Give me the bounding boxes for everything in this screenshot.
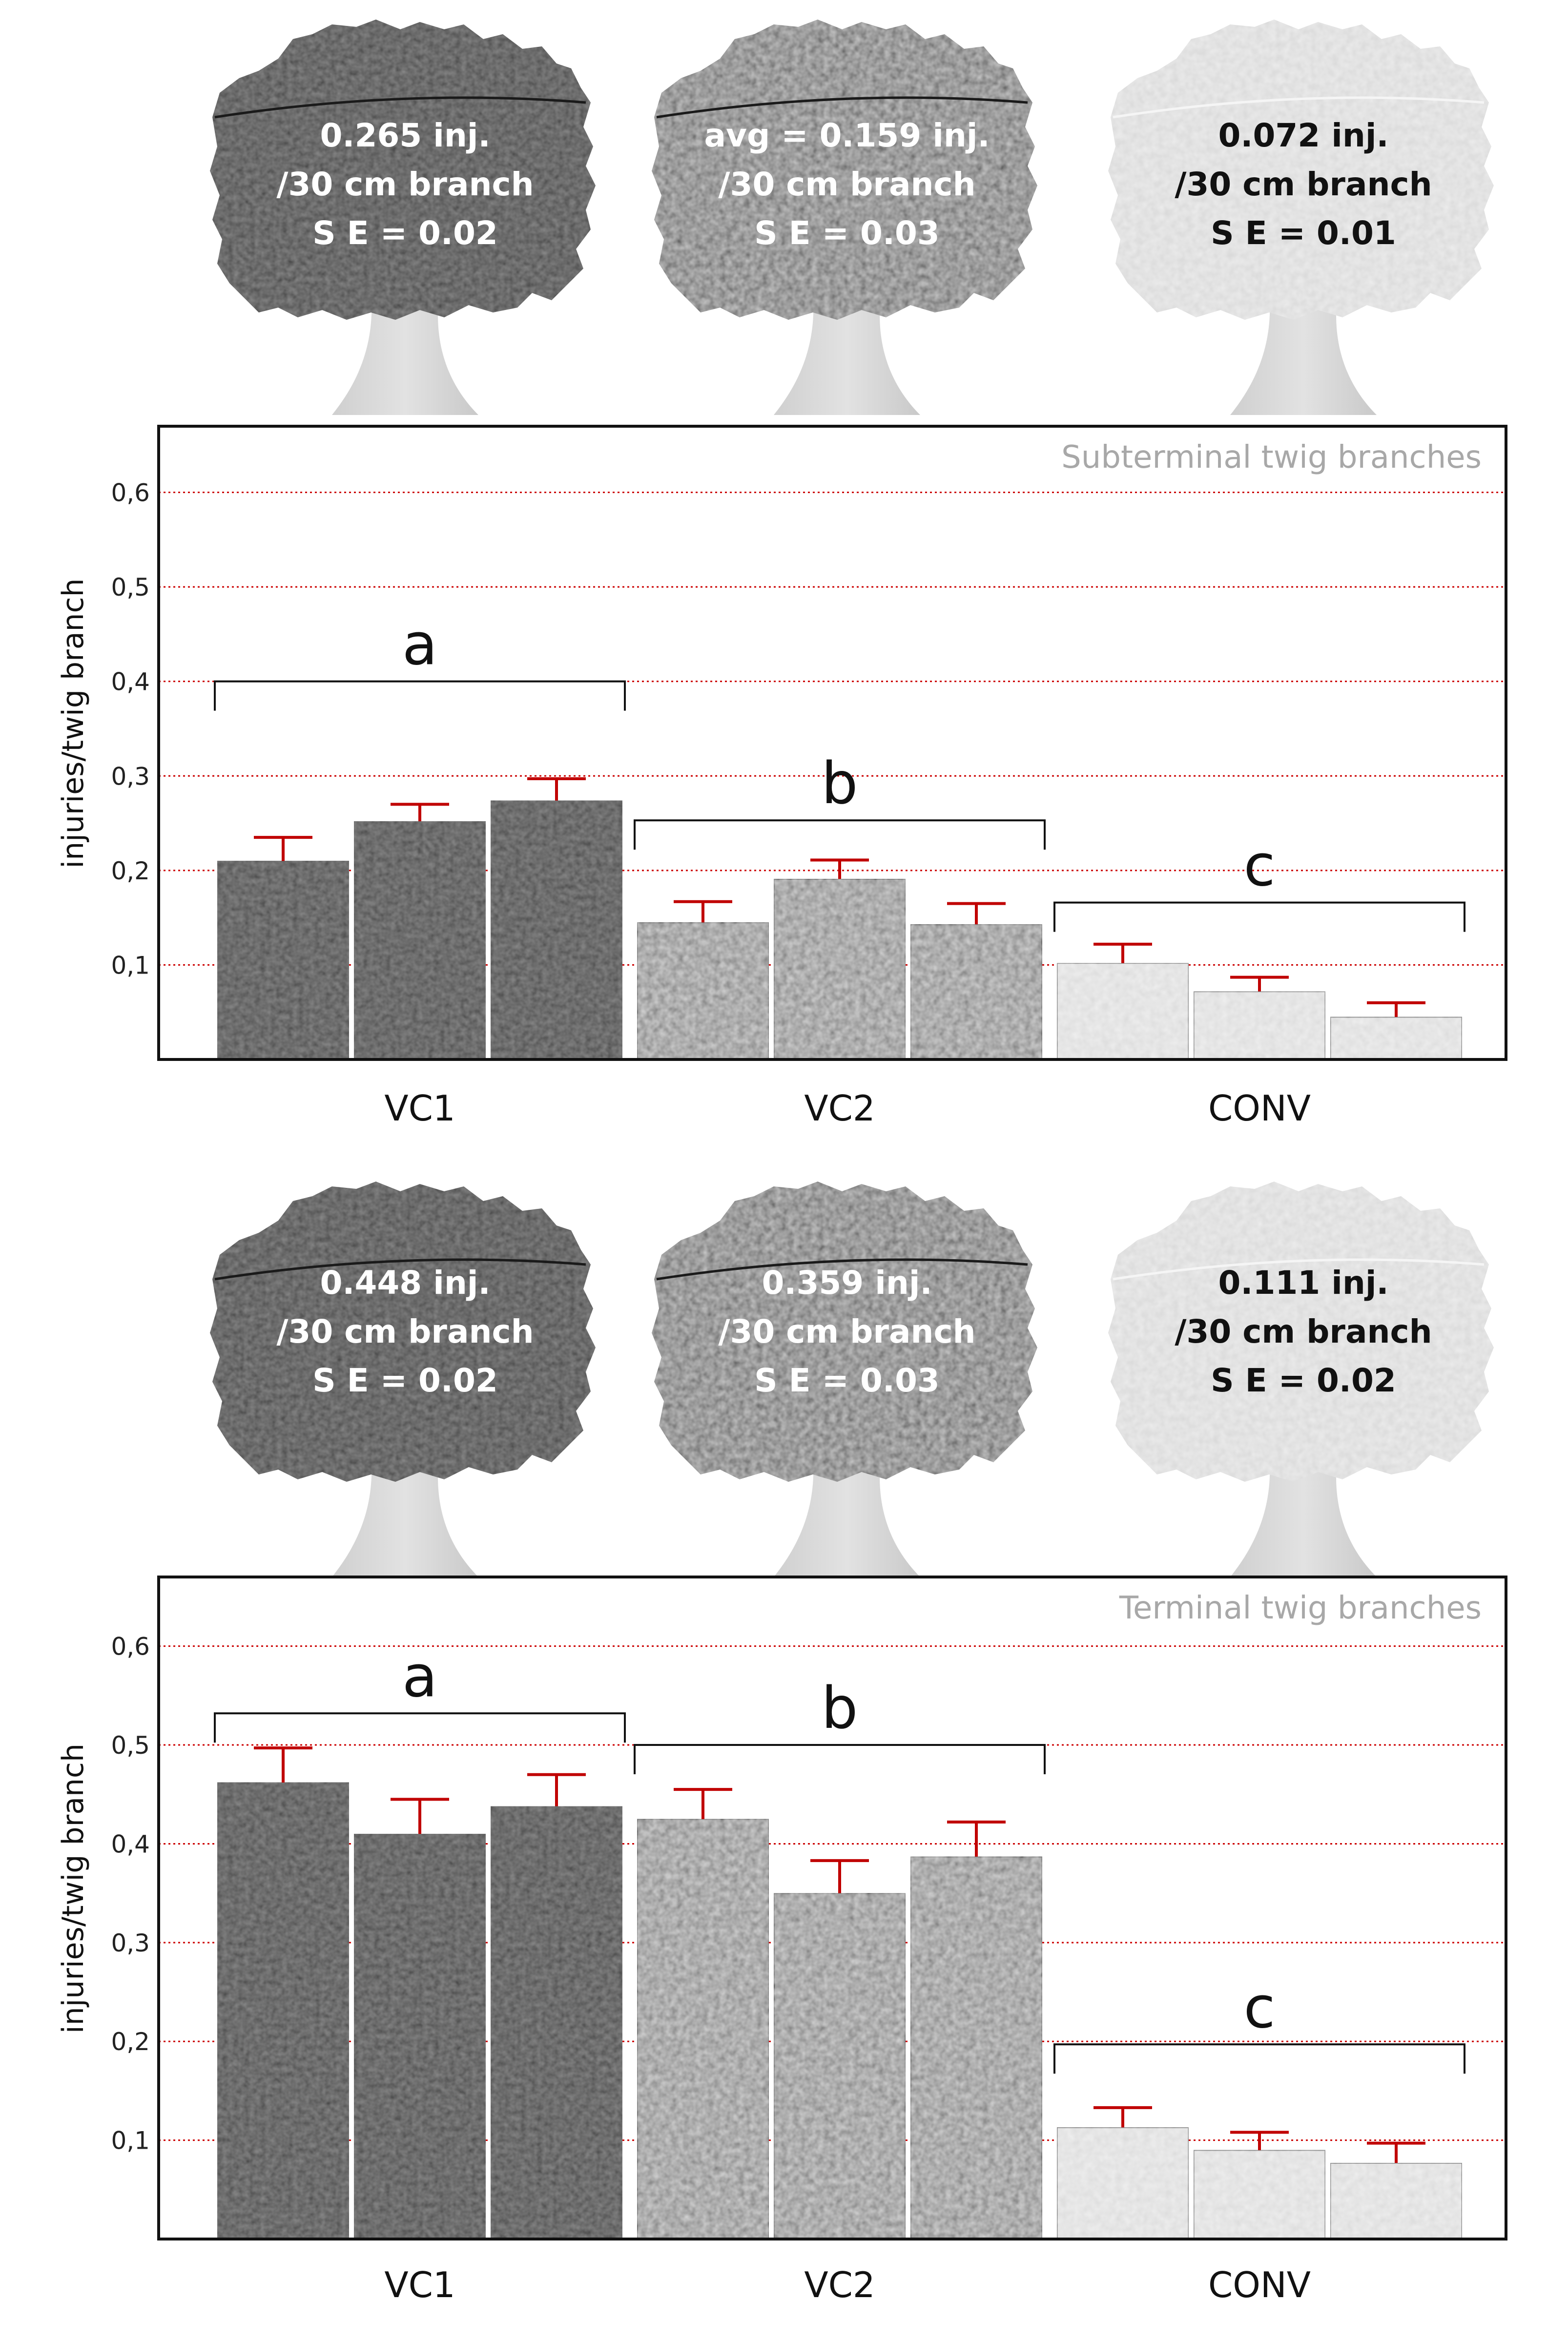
y-tick-label: 0,3	[111, 762, 150, 790]
y-tick-label: 0,2	[111, 2028, 150, 2056]
tree-annotation-line: /30 cm branch	[276, 166, 534, 203]
tree-annotation-line: /30 cm branch	[1175, 1313, 1432, 1350]
bar-conv-2	[1193, 2149, 1326, 2240]
bar-conv-2	[1193, 991, 1326, 1060]
bar-vc2-3	[909, 1856, 1043, 2240]
significance-letter: b	[822, 1674, 858, 1742]
plot-frame	[157, 425, 1507, 1061]
tree-crown	[210, 1182, 596, 1482]
tree-annotation-line: 0.359 inj.	[762, 1264, 932, 1302]
tree-2-3: 0.111 inj. /30 cm branch S E = 0.02	[1108, 1182, 1494, 1577]
tree-trunk	[332, 293, 478, 415]
tree-annotation-line: /30 cm branch	[718, 1313, 975, 1350]
y-tick-label: 0,6	[111, 479, 150, 507]
category-label-conv: CONV	[1208, 1088, 1311, 1129]
tree-crown	[652, 20, 1037, 320]
y-tick-label: 0,5	[111, 1731, 150, 1760]
tree-trunk	[774, 1455, 920, 1577]
y-tick-label: 0,4	[111, 668, 150, 696]
significance-letter: c	[1244, 832, 1276, 899]
crown-branch-line	[1113, 96, 1485, 119]
bar-vc1-2	[353, 820, 487, 1060]
tree-annotation-line: S E = 0.02	[1211, 1362, 1396, 1399]
tree-annotation-line: /30 cm branch	[1175, 166, 1432, 203]
bar-vc2-3	[909, 923, 1043, 1060]
bar-vc1-2	[353, 1833, 487, 2240]
tree-annotation-line: S E = 0.01	[1211, 214, 1396, 252]
significance-bracket	[214, 680, 626, 711]
bar-vc1-1	[216, 1782, 350, 2240]
significance-bracket	[214, 1712, 626, 1743]
bar-conv-1	[1056, 2126, 1190, 2240]
tree-crown	[210, 20, 596, 320]
bar-vc1-3	[490, 1805, 623, 2240]
significance-bracket	[634, 1744, 1046, 1775]
significance-letter: a	[402, 1642, 437, 1710]
y-tick-label: 0,4	[111, 1830, 150, 1858]
significance-letter: b	[822, 749, 858, 817]
tree-1-3: 0.072 inj. /30 cm branch S E = 0.01	[1108, 20, 1494, 415]
tree-annotation-line: 0.448 inj.	[320, 1264, 490, 1302]
crown-branch-line	[656, 96, 1028, 119]
tree-annotation-line: S E = 0.03	[754, 1362, 940, 1399]
panel-title: Subterminal twig branches	[1061, 439, 1482, 476]
tree-annotation-line: S E = 0.03	[754, 214, 940, 252]
tree-annotation-line: 0.265 inj.	[320, 117, 490, 154]
category-label-vc1: VC1	[384, 2264, 455, 2305]
bar-conv-3	[1329, 1016, 1463, 1060]
tree-2-2: 0.359 inj. /30 cm branch S E = 0.03	[652, 1182, 1037, 1577]
category-label-vc2: VC2	[804, 1088, 875, 1129]
bar-conv-1	[1056, 962, 1190, 1060]
tree-annotation-line: /30 cm branch	[276, 1313, 534, 1350]
tree-annotation-line: avg = 0.159 inj.	[704, 117, 990, 154]
significance-bracket	[1053, 901, 1465, 932]
tree-2-1: 0.448 inj. /30 cm branch S E = 0.02	[210, 1182, 596, 1577]
y-tick-label: 0,6	[111, 1633, 150, 1661]
bar-vc2-1	[636, 1818, 770, 2240]
tree-annotation-line: 0.111 inj.	[1218, 1264, 1388, 1302]
tree-trunk	[1230, 293, 1377, 415]
category-label-conv: CONV	[1208, 2264, 1311, 2305]
y-axis-label: injuries/twig branch	[56, 1743, 90, 2033]
plot-frame	[157, 1576, 1507, 2240]
tree-trunk	[774, 293, 920, 415]
crown-branch-line	[656, 1258, 1028, 1281]
tree-crown	[652, 1182, 1037, 1482]
tree-annotation-line: /30 cm branch	[718, 166, 975, 203]
tree-annotation-line: S E = 0.02	[312, 1362, 498, 1399]
tree-crown	[1108, 1182, 1494, 1482]
significance-bracket	[1053, 2043, 1465, 2074]
y-tick-label: 0,1	[111, 2127, 150, 2155]
crown-branch-line	[214, 96, 586, 119]
tree-trunk	[332, 1455, 478, 1577]
bar-vc1-3	[490, 800, 623, 1060]
tree-1-1: 0.265 inj. /30 cm branch S E = 0.02	[210, 20, 596, 415]
y-tick-label: 0,3	[111, 1929, 150, 1957]
bar-vc2-2	[773, 878, 907, 1060]
tree-1-2: avg = 0.159 inj. /30 cm branch S E = 0.03	[652, 20, 1037, 415]
bar-chart-1: 0,1 0,2 0,3 0,4 0,5 0,6 a b c Subterminal twig br…	[56, 425, 1507, 1129]
tree-trunk	[1230, 1455, 1377, 1577]
bar-conv-3	[1329, 2162, 1463, 2240]
bar-vc2-2	[773, 1892, 907, 2240]
tree-annotation-line: 0.072 inj.	[1218, 117, 1388, 154]
significance-bracket	[634, 819, 1046, 850]
bar-chart-2: 0,1 0,2 0,3 0,4 0,5 0,6 a b c Terminal twig branc…	[56, 1576, 1507, 2305]
crown-branch-line	[1113, 1258, 1485, 1281]
y-tick-label: 0,1	[111, 951, 150, 979]
category-label-vc1: VC1	[384, 1088, 455, 1129]
bar-vc2-1	[636, 921, 770, 1060]
tree-annotation-line: S E = 0.02	[312, 214, 498, 252]
y-axis-label: injuries/twig branch	[56, 578, 90, 868]
panel-title: Terminal twig branches	[1119, 1590, 1482, 1626]
significance-letter: a	[402, 611, 437, 678]
tree-crown	[1108, 20, 1494, 320]
category-label-vc2: VC2	[804, 2264, 875, 2305]
y-tick-label: 0,2	[111, 857, 150, 885]
bar-vc1-1	[216, 860, 350, 1060]
crown-branch-line	[214, 1258, 586, 1281]
y-tick-label: 0,5	[111, 573, 150, 602]
significance-letter: c	[1244, 1973, 1276, 2041]
